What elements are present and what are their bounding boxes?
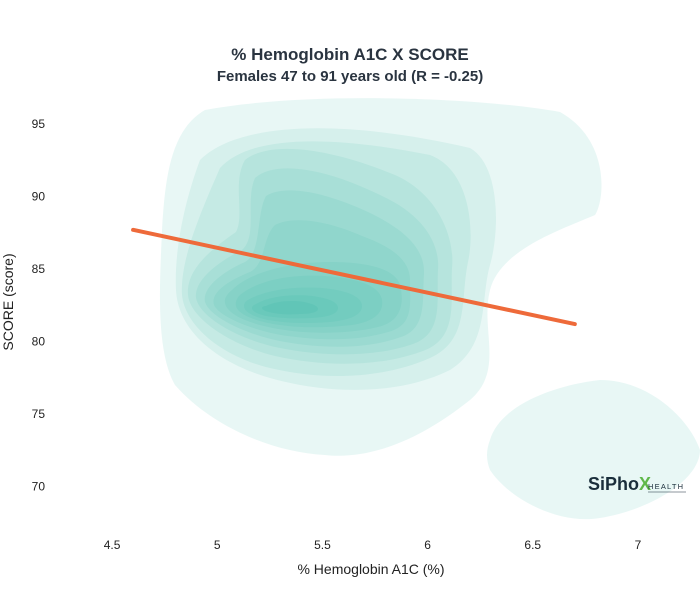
density-level-1b (487, 380, 700, 520)
x-tick-label: 4.5 (104, 538, 121, 552)
density-level-7 (213, 220, 411, 340)
x-tick-label: 6 (424, 538, 431, 552)
x-tick-label: 5.5 (314, 538, 331, 552)
y-tick-label: 85 (32, 262, 46, 276)
density-level-5 (195, 168, 439, 355)
y-tick-label: 80 (32, 335, 46, 349)
y-tick-label: 75 (32, 407, 46, 421)
x-axis-label: % Hemoglobin A1C (%) (297, 561, 444, 577)
x-tick-label: 7 (635, 538, 642, 552)
x-tick-label: 6.5 (524, 538, 541, 552)
y-tick-label: 70 (32, 480, 46, 494)
y-tick-label: 95 (32, 117, 46, 131)
y-tick-label: 90 (32, 190, 46, 204)
y-axis-label: SCORE (score) (0, 253, 16, 350)
regression-line (131, 227, 577, 327)
x-tick-label: 5 (214, 538, 221, 552)
density-level-2 (175, 128, 496, 390)
density-contours (159, 98, 700, 520)
logo-brand-prefix: SiPho (588, 474, 639, 494)
logo-brand-x: X (639, 474, 651, 494)
logo-sub-text: HEALTH (648, 482, 684, 491)
density-peak (262, 301, 318, 315)
siphox-health-logo: SiPhoX HEALTH (588, 474, 686, 494)
density-level-4 (187, 148, 453, 364)
logo-brand-text: SiPhoX (588, 474, 651, 494)
chart-title: % Hemoglobin A1C X SCORE (231, 45, 468, 64)
y-axis-ticks: 70 75 80 85 90 95 (32, 117, 46, 494)
density-level-11 (252, 295, 338, 319)
density-level-3 (181, 141, 471, 377)
chart-subtitle: Females 47 to 91 years old (R = -0.25) (217, 68, 483, 85)
density-level-10 (244, 287, 362, 324)
x-axis-ticks: 4.5 5 5.5 6 6.5 7 (104, 538, 642, 552)
density-level-1 (159, 98, 602, 456)
density-level-9 (235, 275, 383, 328)
